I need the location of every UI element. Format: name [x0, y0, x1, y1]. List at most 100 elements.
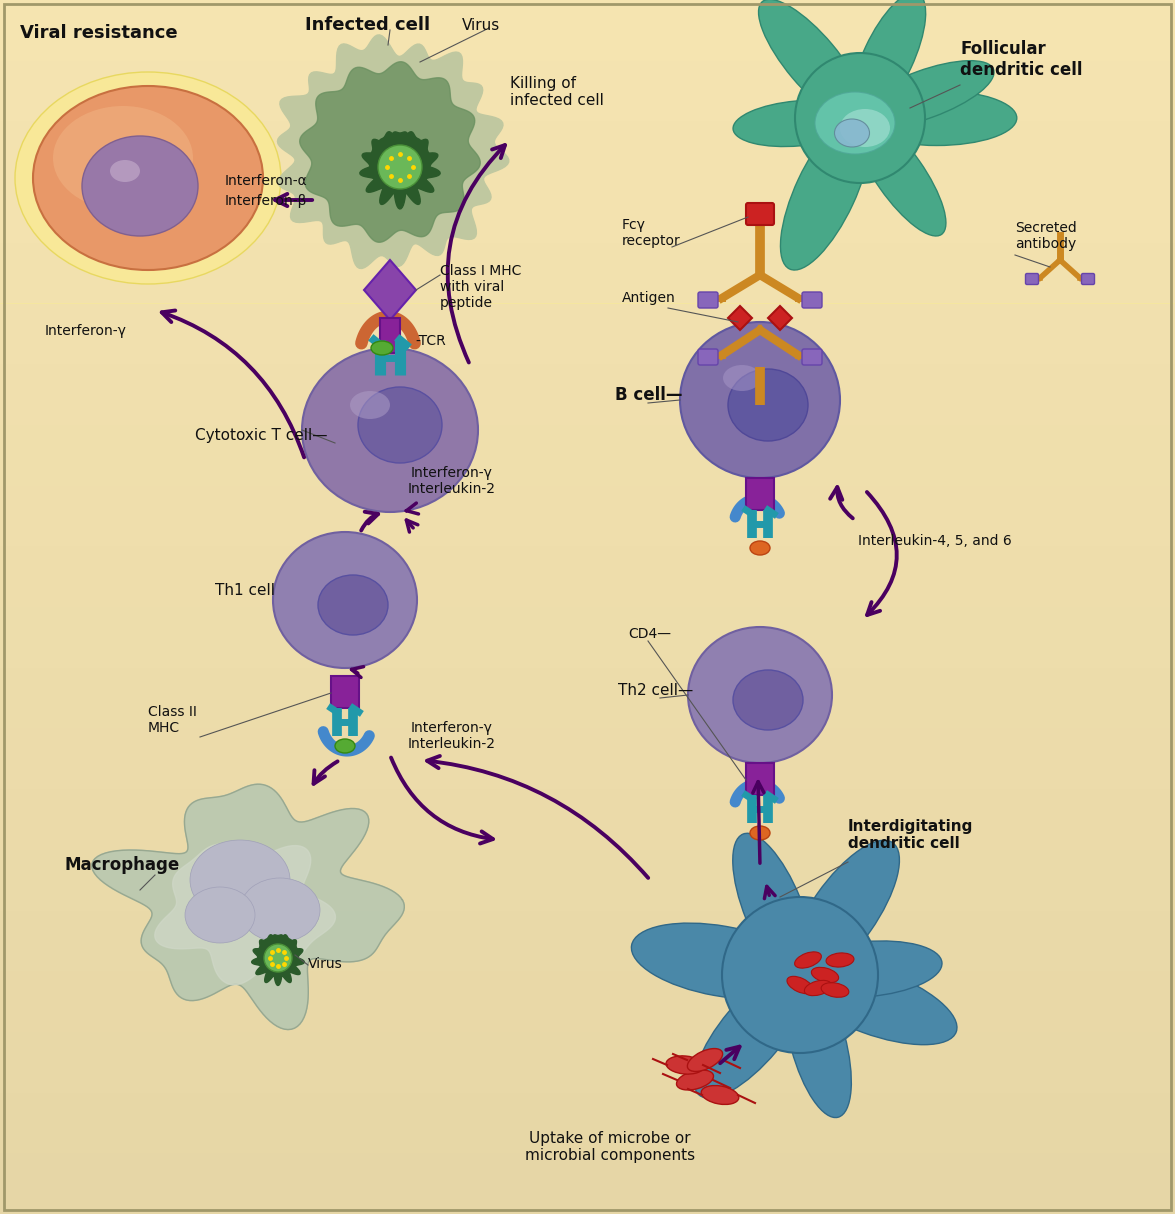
Text: Killing of
infected cell: Killing of infected cell — [510, 75, 604, 108]
Ellipse shape — [190, 840, 290, 920]
Ellipse shape — [805, 981, 832, 995]
Ellipse shape — [15, 72, 281, 284]
Text: Infected cell: Infected cell — [306, 16, 430, 34]
Text: Th1 cell: Th1 cell — [215, 583, 275, 599]
Text: Interferon-α: Interferon-α — [224, 174, 308, 188]
Ellipse shape — [335, 739, 355, 753]
Bar — [0, 1153, 1175, 1214]
Ellipse shape — [750, 541, 770, 555]
FancyBboxPatch shape — [1026, 273, 1039, 284]
Bar — [0, 728, 1175, 789]
Text: Cytotoxic T cell—: Cytotoxic T cell— — [195, 429, 328, 443]
Text: Class I MHC
with viral
peptide: Class I MHC with viral peptide — [439, 263, 522, 311]
Text: Interferon-β: Interferon-β — [224, 194, 308, 208]
Circle shape — [264, 944, 293, 972]
Ellipse shape — [733, 833, 813, 983]
Polygon shape — [277, 35, 509, 268]
Ellipse shape — [759, 0, 866, 123]
Ellipse shape — [318, 575, 388, 635]
Bar — [0, 971, 1175, 1032]
Ellipse shape — [82, 136, 199, 236]
Ellipse shape — [780, 114, 871, 270]
FancyBboxPatch shape — [698, 293, 718, 308]
Polygon shape — [251, 935, 304, 986]
Ellipse shape — [110, 160, 140, 182]
FancyBboxPatch shape — [698, 348, 718, 365]
Text: Viral resistance: Viral resistance — [20, 24, 177, 42]
FancyBboxPatch shape — [746, 478, 774, 510]
Ellipse shape — [854, 114, 946, 236]
Bar — [0, 789, 1175, 850]
Bar — [0, 1093, 1175, 1153]
Bar — [0, 61, 1175, 121]
FancyBboxPatch shape — [331, 676, 360, 708]
Circle shape — [795, 53, 925, 183]
Text: Virus: Virus — [308, 957, 343, 971]
Ellipse shape — [794, 952, 821, 968]
Text: Interferon-γ
Interleukin-2: Interferon-γ Interleukin-2 — [408, 721, 496, 751]
Text: B cell—: B cell— — [615, 386, 683, 404]
FancyBboxPatch shape — [746, 764, 774, 795]
Bar — [0, 546, 1175, 607]
Ellipse shape — [350, 391, 390, 419]
Ellipse shape — [371, 341, 392, 354]
Polygon shape — [155, 844, 335, 985]
Ellipse shape — [701, 1085, 739, 1105]
Text: Th2 cell—: Th2 cell— — [618, 683, 693, 698]
Ellipse shape — [728, 369, 808, 441]
Ellipse shape — [358, 387, 442, 463]
Polygon shape — [728, 306, 752, 330]
Ellipse shape — [666, 1056, 704, 1074]
Ellipse shape — [302, 348, 478, 512]
Ellipse shape — [840, 109, 889, 147]
Ellipse shape — [680, 322, 840, 478]
Bar — [0, 910, 1175, 971]
Ellipse shape — [834, 119, 870, 147]
Bar — [0, 607, 1175, 668]
Text: Antigen: Antigen — [622, 291, 676, 305]
Polygon shape — [360, 132, 441, 209]
FancyBboxPatch shape — [746, 203, 774, 225]
Bar — [0, 668, 1175, 728]
Bar — [0, 121, 1175, 182]
Ellipse shape — [687, 1049, 723, 1072]
Ellipse shape — [53, 106, 193, 210]
Ellipse shape — [785, 968, 852, 1118]
Polygon shape — [300, 62, 481, 243]
Text: -TCR: -TCR — [415, 334, 445, 348]
Bar — [0, 486, 1175, 546]
Ellipse shape — [826, 953, 854, 968]
Ellipse shape — [689, 626, 832, 764]
Bar — [0, 1032, 1175, 1093]
Polygon shape — [768, 306, 792, 330]
Ellipse shape — [240, 878, 320, 942]
Ellipse shape — [273, 532, 417, 668]
Ellipse shape — [631, 923, 810, 999]
Circle shape — [721, 897, 878, 1053]
Bar — [0, 304, 1175, 364]
Text: Interferon-γ
Interleukin-2: Interferon-γ Interleukin-2 — [408, 466, 496, 497]
Polygon shape — [92, 784, 404, 1029]
Text: Follicular
dendritic cell: Follicular dendritic cell — [960, 40, 1082, 79]
Text: Interferon-γ: Interferon-γ — [45, 324, 127, 337]
Text: Class II
MHC: Class II MHC — [148, 705, 197, 734]
Ellipse shape — [857, 61, 994, 127]
FancyBboxPatch shape — [803, 293, 822, 308]
Polygon shape — [364, 260, 416, 320]
Bar — [0, 182, 1175, 243]
Bar — [0, 364, 1175, 425]
Ellipse shape — [33, 86, 263, 270]
Ellipse shape — [723, 365, 761, 391]
Bar — [0, 425, 1175, 486]
Ellipse shape — [733, 101, 862, 147]
Ellipse shape — [750, 826, 770, 840]
FancyBboxPatch shape — [803, 348, 822, 365]
Ellipse shape — [812, 968, 839, 982]
Ellipse shape — [792, 941, 942, 997]
Circle shape — [378, 144, 422, 189]
Text: Uptake of microbe or
microbial components: Uptake of microbe or microbial component… — [525, 1130, 696, 1163]
Ellipse shape — [677, 1070, 713, 1090]
Ellipse shape — [851, 0, 926, 121]
Text: Interdigitating
dendritic cell: Interdigitating dendritic cell — [848, 818, 973, 851]
Text: Fcγ
receptor: Fcγ receptor — [622, 217, 680, 248]
